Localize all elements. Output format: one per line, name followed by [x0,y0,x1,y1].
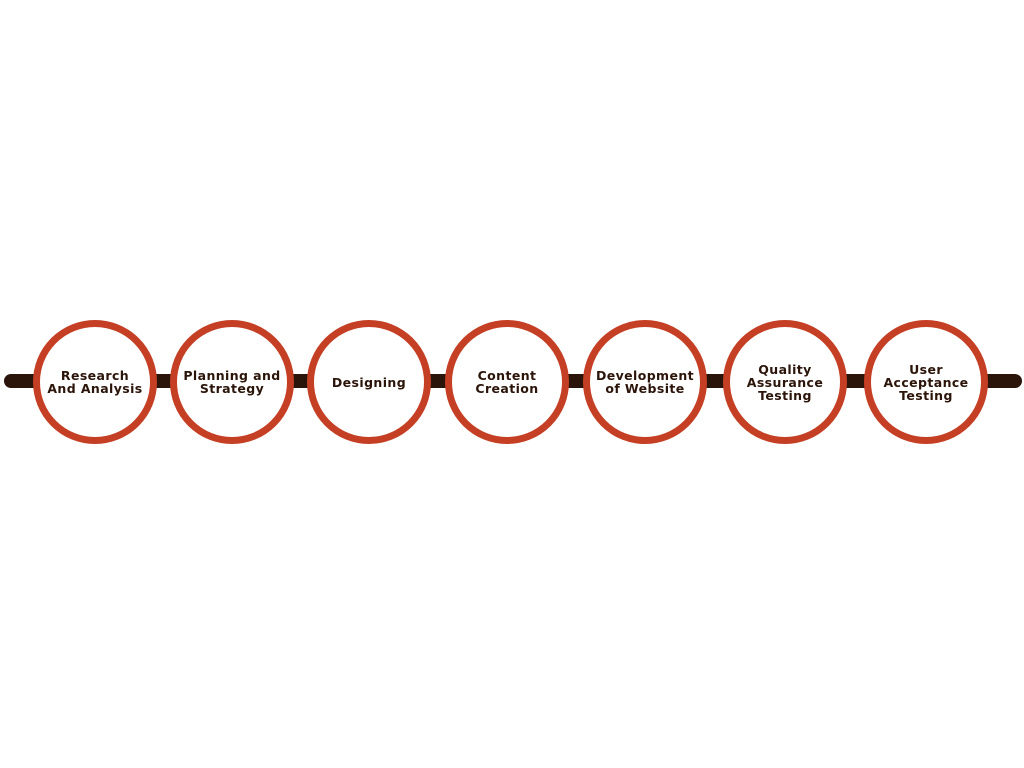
step-label: Content Creation [475,368,539,396]
step-quality-assurance-testing: Quality Assurance Testing [723,320,847,444]
step-planning-and-strategy: Planning and Strategy [170,320,294,444]
step-label: Designing [331,374,407,390]
step-label: Quality Assurance Testing [746,361,824,403]
step-label: User Acceptance Testing [883,361,969,403]
step-designing: Designing [307,320,431,444]
step-development-of-website: Development of Website [583,320,707,444]
step-content-creation: Content Creation [445,320,569,444]
step-label: Research And Analysis [47,368,143,396]
step-user-acceptance-testing: User Acceptance Testing [864,320,988,444]
step-research-and-analysis: Research And Analysis [33,320,157,444]
step-label: Development of Website [595,368,695,396]
step-label: Planning and Strategy [183,368,281,396]
